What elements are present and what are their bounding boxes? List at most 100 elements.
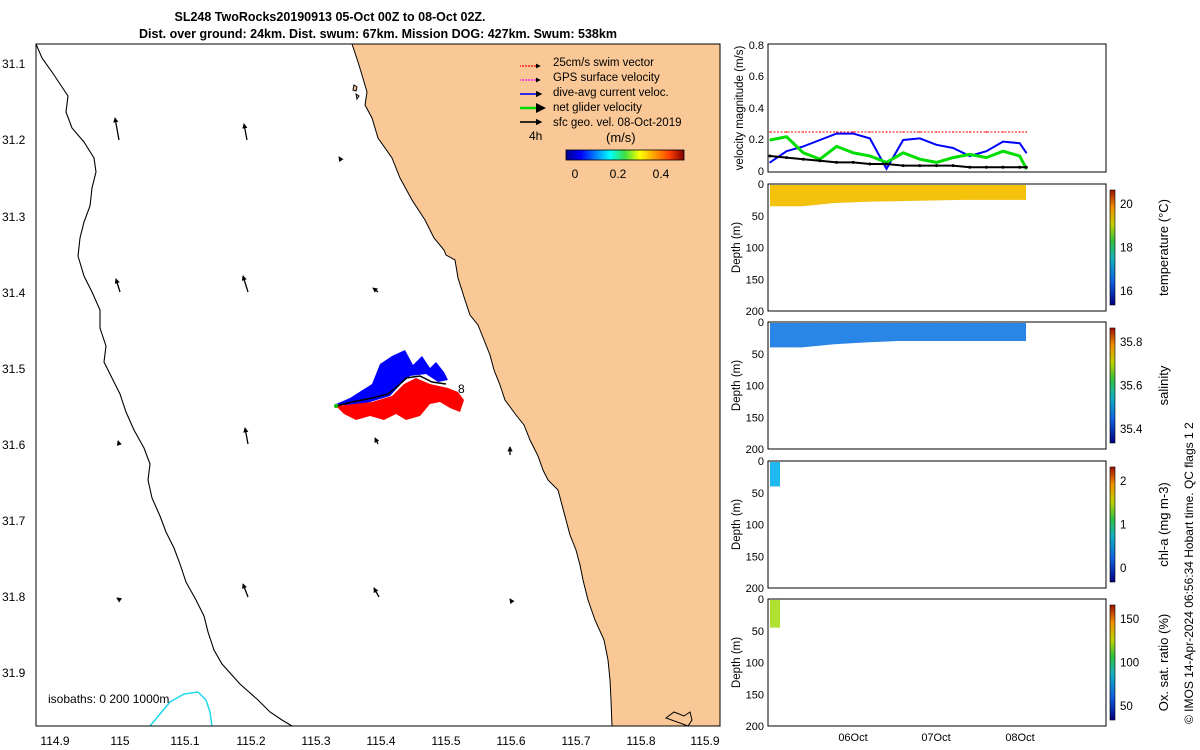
vel-point xyxy=(1002,131,1004,133)
vel-point xyxy=(802,131,805,133)
x-tick: 115.5 xyxy=(431,734,460,748)
vel-point xyxy=(885,168,888,170)
vel-point xyxy=(769,139,771,141)
y-tick: 31.8 xyxy=(2,590,26,604)
geo-arrow xyxy=(374,437,380,445)
colorbar-oxygen xyxy=(1109,604,1116,721)
geo-arrow xyxy=(338,156,344,163)
vel-point xyxy=(769,131,771,133)
vel-point xyxy=(835,160,839,164)
profile-fill-salinity xyxy=(770,323,1026,348)
depth-y-tick: 150 xyxy=(746,689,764,701)
vel-point xyxy=(802,152,805,154)
vel-point xyxy=(769,161,771,164)
vel-point xyxy=(951,164,955,168)
legend-label: 25cm/s swim vector xyxy=(553,57,654,69)
vel-point xyxy=(1025,152,1028,154)
colorbar-tick: 150 xyxy=(1120,614,1139,626)
depth-y-tick: 100 xyxy=(746,658,764,670)
depth-frame xyxy=(767,460,1107,589)
x-tick: 115.9 xyxy=(690,734,719,748)
vel-point xyxy=(984,165,988,169)
title-line-1: SL248 TwoRocks20190913 05-Oct 00Z to 08-… xyxy=(174,10,485,24)
vel-point xyxy=(802,145,805,148)
colorbar-tick: 2 xyxy=(1120,476,1126,488)
profile-fill-chla xyxy=(770,462,780,487)
vel-point xyxy=(985,131,988,133)
vel-point xyxy=(902,139,904,141)
vel-point xyxy=(919,137,921,140)
vel-point xyxy=(869,131,871,133)
colorbar-tick: 0.4 xyxy=(653,167,670,181)
isobath-1000m xyxy=(149,691,213,726)
depth-frame xyxy=(767,598,1107,727)
x-tick: 115.2 xyxy=(236,734,265,748)
vel-point xyxy=(935,131,938,133)
colorbar-tick: 16 xyxy=(1120,286,1133,298)
vel-point xyxy=(885,162,888,166)
depth-y-tick: 200 xyxy=(746,583,764,595)
colorbar-tick: 1 xyxy=(1120,520,1126,532)
vel-point xyxy=(952,156,954,159)
time-axis: 06Oct 07Oct 08Oct xyxy=(838,732,1034,744)
depth-y-tick: 200 xyxy=(746,306,764,318)
geo-arrow xyxy=(242,583,249,598)
vel-point xyxy=(952,131,954,133)
vel-point xyxy=(801,157,805,161)
y-tick: 31.6 xyxy=(2,438,26,452)
depth-y-tick: 0 xyxy=(758,179,764,191)
time-tick: 06Oct xyxy=(838,732,867,744)
vel-point xyxy=(968,153,971,156)
depth-panel-temperature: 0 50 100 150 200 Depth (m) 16 18 20 temperature (… xyxy=(731,179,1171,318)
colorbar-tick: 35.4 xyxy=(1120,424,1143,436)
depth-ylabel: Depth (m) xyxy=(731,222,743,273)
vel-point xyxy=(901,164,905,168)
colorbar-tick: 50 xyxy=(1120,701,1133,713)
vel-y-tick: 0.4 xyxy=(749,103,764,115)
vel-point xyxy=(852,152,854,154)
speed-colorbar xyxy=(565,149,685,161)
depth-y-tick: 100 xyxy=(746,381,764,393)
depth-y-tick: 150 xyxy=(746,551,764,563)
vel-point xyxy=(1024,165,1028,169)
x-tick: 115.1 xyxy=(170,734,199,748)
depth-y-tick: 100 xyxy=(746,520,764,532)
west-coastline xyxy=(36,44,293,726)
colorbar-tick: 20 xyxy=(1120,199,1133,211)
legend-label: GPS surface velocity xyxy=(553,72,660,84)
swim-vectors xyxy=(336,378,464,420)
vel-point xyxy=(869,137,871,140)
vel-point xyxy=(1002,150,1004,152)
vel-point xyxy=(968,165,972,169)
x-tick: 115.3 xyxy=(301,734,330,748)
profile-dots xyxy=(769,599,781,629)
depth-panel-salinity: 0 50 100 150 200 Depth (m) 35.4 35.6 35.8 salinit… xyxy=(731,317,1171,456)
map-legend: 25cm/s swim vector GPS surface velocity … xyxy=(520,57,685,181)
velocity-frame xyxy=(767,43,1107,173)
depth-y-tick: 50 xyxy=(752,488,764,500)
depth-y-tick: 50 xyxy=(752,349,764,361)
vel-ylabel: velocity magnitude (m/s) xyxy=(734,46,746,171)
vel-y-tick: 0.8 xyxy=(749,40,764,52)
island-2 xyxy=(664,711,693,726)
vel-y-tick: 0.2 xyxy=(749,134,764,146)
time-tick: 08Oct xyxy=(1005,732,1034,744)
depth-frame xyxy=(767,183,1107,312)
vel-point xyxy=(1025,131,1028,133)
depth-panel-oxygen: 0 50 100 150 200 Depth (m) 50 100 150 Ox. sat. ra… xyxy=(731,594,1171,733)
dive-avg-current-vectors xyxy=(336,350,448,406)
depth-y-tick: 100 xyxy=(746,243,764,255)
vel-point xyxy=(985,150,988,152)
vel-point xyxy=(1018,165,1022,169)
isobath-label: isobaths: 0 200 1000m xyxy=(48,692,169,706)
sfc-geo-arrows xyxy=(113,117,515,605)
colorbar-tick: 0 xyxy=(572,167,579,181)
y-tick: 31.7 xyxy=(2,514,26,528)
colorbar-salinity xyxy=(1109,327,1116,444)
depth-y-tick: 50 xyxy=(752,626,764,638)
x-tick: 115.8 xyxy=(626,734,655,748)
depth-ylabel: Depth (m) xyxy=(731,637,743,688)
